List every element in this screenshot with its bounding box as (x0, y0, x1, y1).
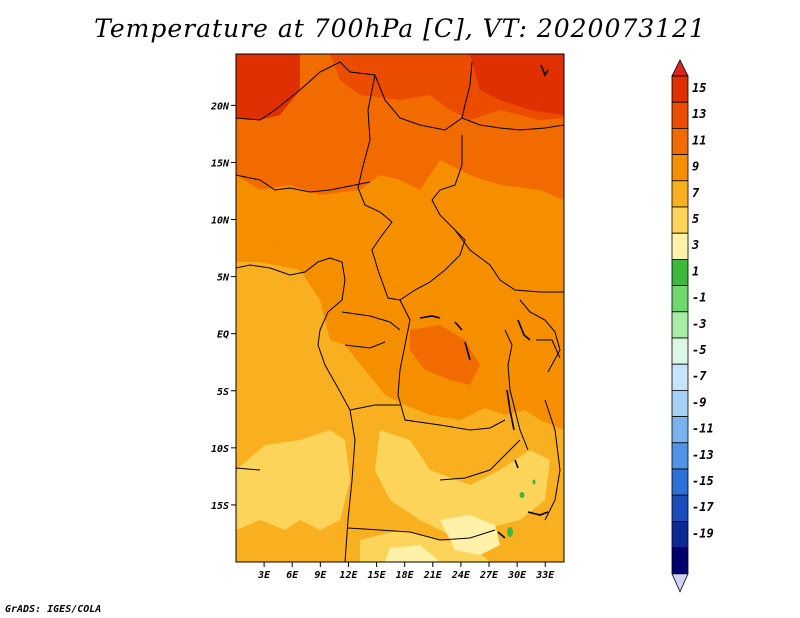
lon-label: 3E (257, 570, 271, 581)
colorbar-label: -13 (692, 448, 714, 462)
colorbar-swatch (671, 258, 689, 286)
colorbar-bottom-arrow (671, 573, 689, 593)
lat-label: EQ (217, 330, 229, 341)
colorbar-label: -11 (692, 422, 714, 436)
latitude-axis: 20N 15N 10N 5N EQ 5S 10S 15S (210, 101, 236, 512)
colorbar-swatch (671, 416, 689, 444)
colorbar-label: 7 (692, 186, 700, 200)
lon-label: 30E (507, 570, 527, 581)
colorbar-swatch (671, 389, 689, 417)
colorbar-swatch (671, 363, 689, 391)
colorbar-label: 11 (692, 133, 706, 147)
lon-label: 27E (479, 570, 499, 581)
colorbar-label: -9 (692, 395, 706, 409)
colorbar-swatch (671, 180, 689, 208)
colorbar-swatch (671, 521, 689, 549)
lon-label: 33E (535, 570, 555, 581)
colorbar-top-arrow (671, 59, 689, 77)
lon-label: 18E (396, 570, 415, 581)
colorbar-swatch (671, 311, 689, 339)
lon-label: 9E (314, 570, 327, 581)
lon-label: 15E (368, 570, 387, 581)
colorbar-swatch (671, 494, 689, 522)
lat-label: 5S (217, 387, 229, 398)
colorbar-label: 15 (692, 81, 706, 95)
colorbar-swatch (671, 468, 689, 496)
lon-label: 6E (286, 570, 299, 581)
lat-label: 10N (211, 216, 230, 227)
colorbar-swatch (671, 75, 689, 103)
colorbar-swatch (671, 101, 689, 129)
colorbar-swatch (671, 154, 689, 182)
lat-label: 5N (217, 273, 230, 284)
country-borders (236, 61, 564, 562)
grads-credit: GrADS: IGES/COLA (5, 604, 102, 615)
colorbar-swatch (671, 337, 689, 365)
colorbar-label: 13 (692, 107, 706, 121)
lat-label: 20N (210, 101, 230, 112)
colorbar-swatch (671, 285, 689, 313)
lat-label: 15S (211, 501, 229, 512)
colorbar-label: 9 (692, 160, 699, 174)
colorbar-swatch (671, 547, 689, 575)
lakes (419, 64, 549, 539)
colorbar-label: 1 (692, 264, 699, 278)
lat-label: 15N (211, 158, 230, 169)
colorbar-swatch (671, 232, 689, 260)
temperature-field (236, 54, 564, 562)
colorbar-label: 3 (691, 238, 699, 252)
lon-label: 24E (451, 570, 471, 581)
colorbar: 15 13 11 9 7 5 3 1 -1 -3 -5 -7 -9 -11 -13 -15 -17 -19 (671, 59, 714, 593)
longitude-axis: 3E 6E 9E 12E 15E 18E 21E 24E 27E 30E 33E (257, 562, 555, 581)
colorbar-label: -17 (692, 500, 714, 514)
colorbar-swatch (671, 442, 689, 470)
lon-label: 21E (423, 570, 443, 581)
colorbar-label: -15 (692, 474, 714, 488)
lat-label: 10S (211, 444, 229, 455)
colorbar-swatch (671, 206, 689, 234)
colorbar-label: -3 (692, 317, 706, 331)
map-title: Temperature at 700hPa [C], VT: 202007312… (94, 14, 706, 43)
map-frame (235, 53, 565, 563)
colorbar-label: -1 (692, 291, 706, 305)
colorbar-label: 5 (692, 212, 699, 226)
colorbar-swatch (671, 127, 689, 155)
colorbar-label: -19 (692, 526, 714, 540)
colorbar-label: -7 (692, 369, 707, 383)
colorbar-label: -5 (692, 343, 706, 357)
lon-label: 12E (339, 570, 358, 581)
